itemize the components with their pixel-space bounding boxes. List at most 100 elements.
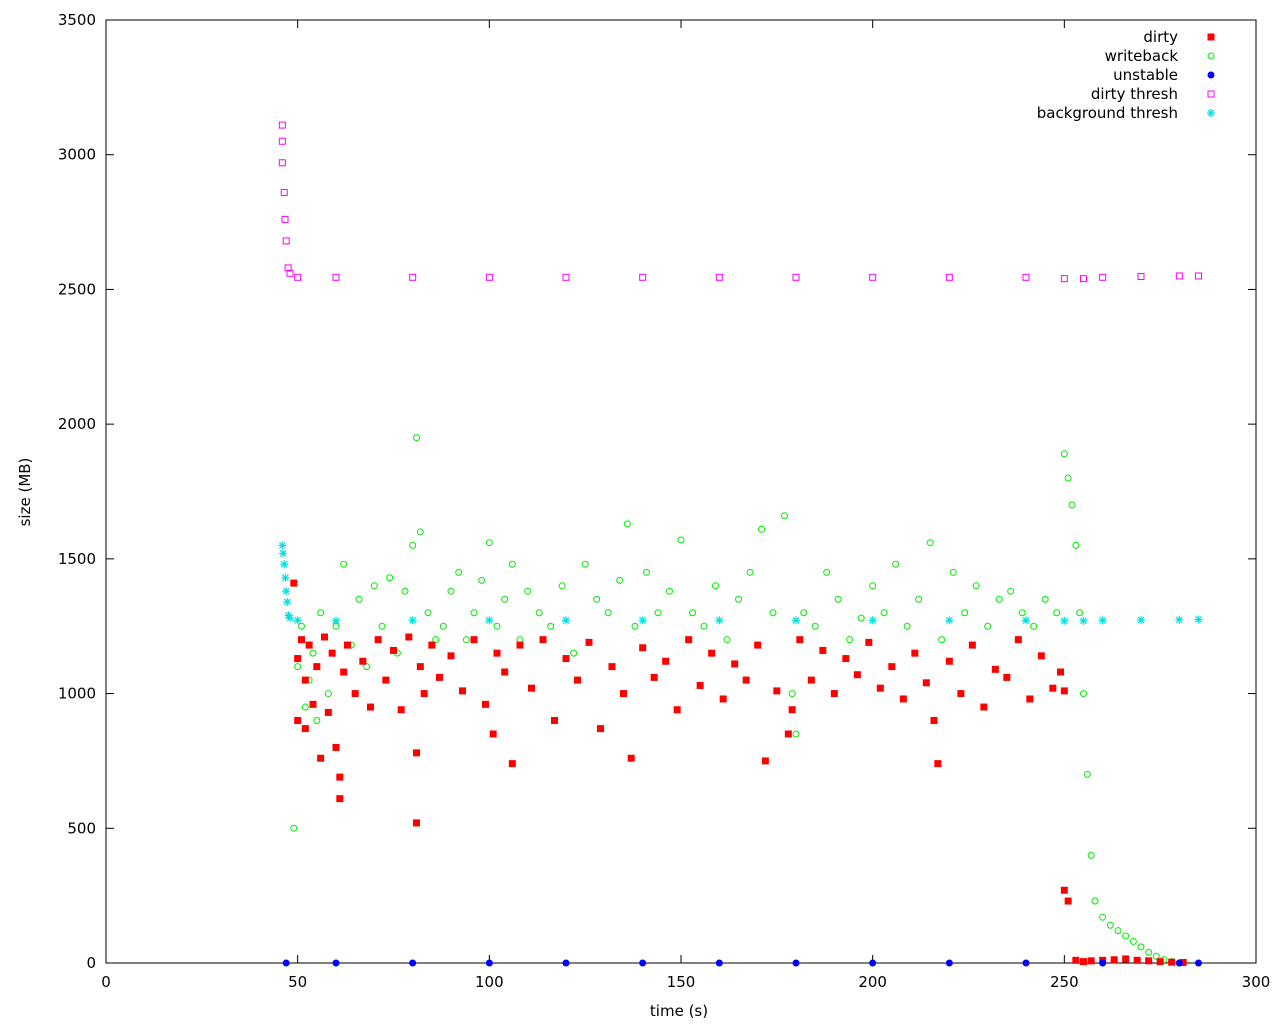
series-unstable <box>282 959 1202 967</box>
data-point <box>281 215 289 223</box>
x-tick-label: 300 <box>1242 973 1271 991</box>
data-point <box>968 641 976 649</box>
data-point <box>792 616 800 625</box>
data-point <box>639 959 647 967</box>
data-point <box>317 609 325 617</box>
data-point <box>643 568 650 576</box>
data-point <box>294 655 302 663</box>
data-point <box>324 690 332 698</box>
legend-label: dirty thresh <box>1091 85 1178 103</box>
data-point <box>332 622 340 630</box>
data-point <box>857 614 865 622</box>
data-point <box>439 622 447 630</box>
data-point <box>551 717 558 725</box>
x-tick-label: 50 <box>288 973 307 991</box>
data-point <box>868 616 877 625</box>
data-point <box>869 582 877 590</box>
data-point <box>911 649 919 657</box>
legend-marker <box>1207 71 1215 79</box>
data-point <box>1083 770 1091 778</box>
data-point <box>1194 615 1203 624</box>
data-point <box>1018 609 1026 617</box>
data-point <box>1080 275 1087 283</box>
data-point <box>485 959 493 967</box>
data-point <box>689 609 696 617</box>
y-tick-label: 0 <box>86 954 96 972</box>
data-point <box>811 622 819 630</box>
data-point <box>1099 273 1107 281</box>
data-point <box>401 587 409 595</box>
data-point <box>800 609 808 617</box>
data-point <box>984 622 992 630</box>
data-point <box>1195 272 1202 280</box>
data-point <box>489 730 497 738</box>
data-point <box>378 622 386 630</box>
data-point <box>558 582 566 590</box>
data-point <box>574 676 581 684</box>
data-point <box>386 574 394 582</box>
data-point <box>842 655 850 663</box>
data-point <box>1122 955 1130 963</box>
data-point <box>455 568 463 576</box>
data-point <box>631 622 639 630</box>
data-point <box>922 679 930 687</box>
data-point <box>719 695 727 703</box>
data-point <box>397 706 405 714</box>
data-point <box>1057 668 1064 676</box>
data-point <box>1030 622 1038 630</box>
data-point <box>869 273 877 281</box>
data-point <box>508 560 516 568</box>
data-point <box>283 597 292 606</box>
x-tick-label: 150 <box>667 973 696 991</box>
data-point <box>284 264 292 272</box>
data-point <box>535 609 543 617</box>
data-point <box>949 568 957 576</box>
data-point <box>413 749 420 757</box>
data-point <box>1122 932 1130 940</box>
y-tick-label: 1500 <box>58 550 96 568</box>
data-point <box>1076 609 1084 617</box>
data-point <box>715 616 724 625</box>
data-point <box>408 616 417 625</box>
data-point <box>294 663 302 671</box>
data-point <box>666 587 673 595</box>
data-point <box>746 568 754 576</box>
data-point <box>280 560 289 569</box>
data-point <box>447 652 455 660</box>
plot-frame <box>105 19 1257 964</box>
x-tick-label: 250 <box>1050 973 1079 991</box>
data-point <box>562 959 570 967</box>
data-point <box>1003 673 1011 681</box>
data-point <box>562 273 570 281</box>
data-point <box>470 636 478 644</box>
data-point <box>846 636 854 644</box>
data-point <box>1060 275 1068 283</box>
series-background-thresh <box>278 541 1203 625</box>
data-point <box>945 959 953 967</box>
legend-label: background thresh <box>1037 104 1178 122</box>
data-point <box>1080 690 1087 698</box>
y-axis-label: size (MB) <box>16 458 34 527</box>
data-point <box>876 684 884 692</box>
data-point <box>359 657 367 665</box>
data-point <box>581 560 589 568</box>
data-point <box>1106 921 1114 929</box>
data-point <box>413 434 420 442</box>
data-point <box>1137 943 1145 951</box>
data-point <box>1014 636 1022 644</box>
data-point <box>761 757 769 765</box>
y-tick-label: 500 <box>67 819 96 837</box>
data-point <box>712 582 719 590</box>
data-point <box>865 638 873 646</box>
data-point <box>731 660 739 668</box>
data-point <box>784 730 792 738</box>
data-point <box>788 690 796 698</box>
data-point <box>1037 652 1045 660</box>
data-point <box>1152 952 1160 960</box>
data-point <box>1064 897 1072 905</box>
data-point <box>638 616 647 625</box>
data-point <box>374 636 382 644</box>
data-point <box>1145 948 1153 956</box>
legend-marker <box>1207 52 1215 60</box>
data-point <box>367 703 374 711</box>
